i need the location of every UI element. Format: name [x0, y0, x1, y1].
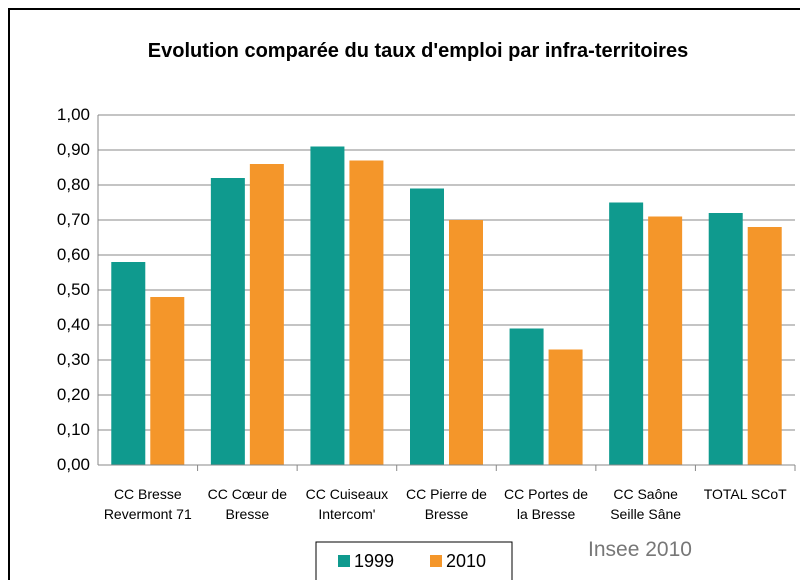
bar — [310, 146, 345, 465]
y-tick-label: 0,50 — [56, 280, 90, 299]
bar — [111, 262, 146, 465]
x-tick-label: CC Cœur de Bresse — [207, 486, 288, 522]
y-tick-label: 0,80 — [56, 175, 90, 194]
x-tick-label: TOTAL SCoT — [703, 486, 787, 502]
x-tick-label: CC Saône Seille Sâne — [610, 486, 682, 522]
bar — [548, 349, 583, 465]
bar — [249, 164, 284, 465]
chart-title: Evolution comparée du taux d'emploi par … — [147, 40, 689, 62]
bar — [648, 216, 683, 465]
bar — [349, 160, 384, 465]
y-tick-label: 0,30 — [56, 350, 90, 369]
legend-swatch — [430, 555, 442, 567]
legend-label: 2010 — [446, 551, 487, 571]
x-tick-label: CC Portes de la Bresse — [504, 486, 589, 522]
chart-border — [8, 8, 800, 580]
x-tick-label: CC Pierre de Bresse — [406, 486, 487, 522]
y-tick-label: 1,00 — [56, 105, 90, 124]
y-tick-label: 0,90 — [56, 140, 90, 159]
bar — [210, 178, 245, 465]
annotation: Insee 2010 — [588, 538, 692, 561]
y-tick-label: 0,20 — [56, 385, 90, 404]
bar — [150, 297, 185, 465]
bar — [410, 188, 444, 465]
bar — [509, 328, 544, 465]
legend-swatch — [338, 555, 350, 567]
bar — [708, 213, 743, 465]
bar — [747, 227, 782, 465]
y-tick-label: 0,00 — [56, 455, 90, 474]
x-tick-label: CC Bresse Revermont 71 — [103, 486, 192, 522]
y-tick-label: 0,10 — [56, 420, 90, 439]
bar — [609, 202, 644, 465]
x-tick-label: CC Cuiseaux Intercom' — [305, 486, 389, 522]
y-tick-label: 0,70 — [56, 210, 90, 229]
legend-label: 1999 — [354, 551, 395, 571]
y-tick-label: 0,60 — [56, 245, 90, 264]
y-tick-label: 0,40 — [56, 315, 90, 334]
bar — [449, 220, 483, 465]
